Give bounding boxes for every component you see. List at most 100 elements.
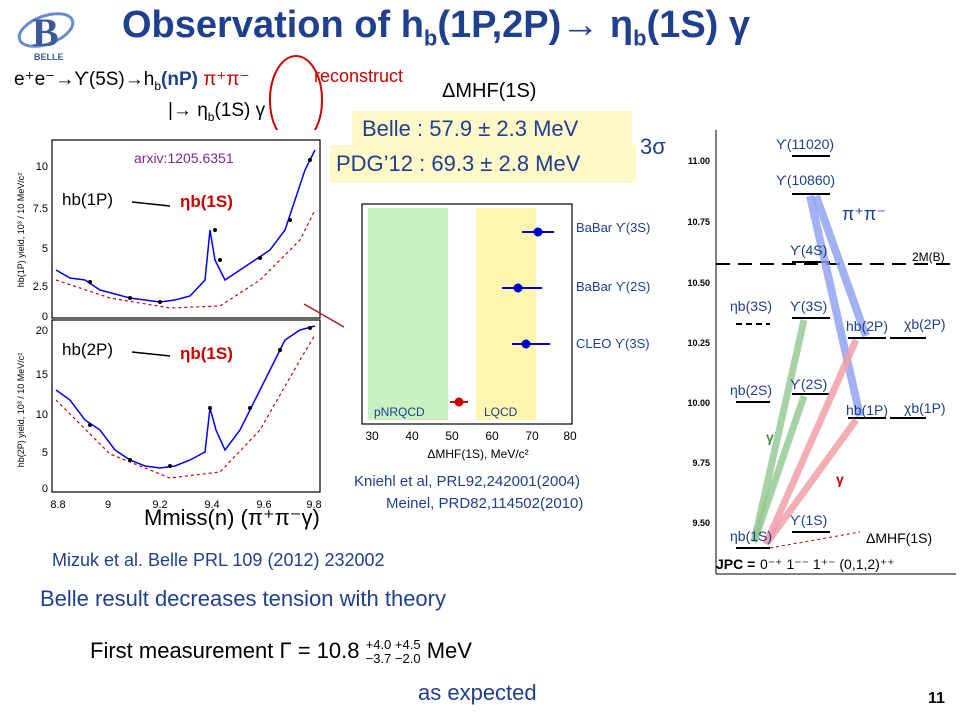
svg-text:0: 0 [42, 311, 48, 323]
pnrqcd-band [368, 208, 448, 420]
svg-text:10.00: 10.00 [687, 398, 710, 408]
svg-text:30: 30 [365, 429, 379, 443]
level-upsilon-11020: ϒ(11020) [776, 136, 835, 152]
bottom-panel-frame [51, 319, 321, 493]
svg-text:40: 40 [405, 429, 419, 443]
pdg-result: PDG’12 : 69.3 ± 2.8 MeV [330, 145, 636, 183]
svg-text:pNRQCD: pNRQCD [374, 405, 425, 419]
gamma-transition-hb1p [763, 417, 859, 547]
svg-text:8.8: 8.8 [50, 499, 65, 511]
bottom-fit-curve [55, 325, 316, 469]
level-upsilon-4s: ϒ(4S) [790, 242, 828, 258]
experiment-points [502, 227, 554, 349]
mizuk-reference: Mizuk et al. Belle PRL 109 (2012) 232002 [52, 550, 385, 570]
level-etab-2s: ηb(2S) [730, 382, 773, 398]
hb2p-label: hb(2P) [62, 340, 114, 359]
jpc-values: 0⁻⁺ 1⁻⁻ 1⁺⁻ (0,1,2)⁺⁺ [760, 556, 895, 572]
hb1p-label: hb(1P) [62, 190, 114, 209]
svg-text:LQCD: LQCD [484, 405, 518, 419]
svg-text:10.75: 10.75 [687, 217, 710, 227]
hyperfine-comparison-plot: pNRQCD LQCD 30 40 50 60 70 80 ΔMHF(1S), … [344, 200, 584, 470]
cleo-3s-label: CLEO ϒ(3S) [576, 336, 650, 351]
bottom-ylabel: hb(2P) yield, 10³ / 10 MeV/c² [16, 353, 26, 468]
logo-text: BELLE [34, 52, 64, 62]
conclusion-text: Belle result decreases tension with theo… [40, 586, 446, 611]
dm-hf-label: ΔMHF(1S) [442, 80, 537, 102]
top-panel-data-points [55, 149, 316, 309]
significance-label: 3σ [640, 134, 666, 159]
top-background-curve [55, 209, 316, 309]
level-etab-1s: ηb(1S) [730, 528, 773, 544]
babar-2s-label: BaBar ϒ(2S) [576, 279, 651, 294]
kniehl-reference: Kniehl et al, PRL92,242001(2004) [354, 473, 580, 490]
svg-text:9.50: 9.50 [692, 518, 710, 528]
top-panel-frame [51, 139, 321, 319]
svg-text:60: 60 [485, 429, 499, 443]
level-upsilon-1s: ϒ(1S) [790, 512, 828, 528]
dm-hf-diagram-label: ΔMHF(1S) [866, 530, 933, 546]
svg-text:5: 5 [42, 447, 48, 459]
svg-text:B: B [32, 10, 59, 55]
svg-text:50: 50 [445, 429, 459, 443]
missing-mass-xlabel: Mmiss(n) (π⁺π⁻γ) [144, 505, 320, 530]
svg-text:10: 10 [36, 161, 48, 173]
level-etab-3s: ηb(3S) [730, 298, 773, 314]
first-measurement: First measurement Γ = 10.8 +4.0 +4.5 −3.… [90, 637, 472, 667]
level-chib-2p: χb(2P) [904, 316, 946, 332]
level-hb-2p: hb(2P) [846, 318, 889, 334]
svg-text:γ: γ [836, 471, 844, 487]
page-number: 11 [928, 690, 945, 707]
level-chib-1p: χb(1P) [904, 400, 946, 416]
etab-1s-label-top: ηb(1S) [180, 192, 233, 211]
level-upsilon-3s: ϒ(3S) [790, 298, 828, 314]
svg-text:9.75: 9.75 [692, 458, 710, 468]
svg-text:5: 5 [42, 243, 48, 255]
pipi-label: π⁺π⁻ [842, 204, 886, 224]
svg-text:2.5: 2.5 [33, 281, 48, 293]
gamma-transition-3s [750, 319, 808, 543]
belle-logo: B BELLE [14, 4, 78, 64]
slide-title: Observation of hb(1P,2P)→ ηb(1S) γ [122, 4, 751, 51]
pipi-transition-2 [806, 195, 864, 417]
meinel-reference: Meinel, PRD82,114502(2010) [386, 495, 584, 512]
bottomonium-level-diagram: 11.00 10.75 10.50 10.25 10.00 9.75 9.50 … [680, 124, 956, 584]
pipi-transition-1 [812, 194, 870, 338]
svg-text:15: 15 [36, 369, 48, 381]
top-fit-curve [55, 149, 316, 303]
jpc-label: JPC = [716, 556, 756, 572]
svg-text:9: 9 [105, 499, 111, 511]
level-upsilon-2s: ϒ(2S) [790, 376, 828, 392]
level-hb-1p: hb(1P) [846, 402, 889, 418]
svg-text:9.8: 9.8 [306, 499, 321, 511]
gamma-transition-hb2p [762, 338, 860, 546]
svg-text:10.50: 10.50 [687, 278, 710, 288]
upper-errors: +4.0 +4.5 [365, 637, 421, 653]
bottom-panel-data-points [55, 325, 316, 479]
lower-errors: −3.7 −2.0 [365, 651, 421, 667]
gamma-transition-2s [750, 394, 808, 544]
svg-text:11.00: 11.00 [688, 156, 710, 166]
comparison-xlabel: ΔMHF(1S), MeV/c² [427, 447, 528, 461]
belle-result: Belle : 57.9 ± 2.3 MeV [352, 111, 632, 147]
svg-text:20: 20 [36, 325, 48, 337]
babar-3s-label: BaBar ϒ(3S) [576, 220, 651, 235]
svg-text:10: 10 [36, 409, 48, 421]
top-ylabel: hb(1P) yield, 10³ / 10 MeV/c² [16, 173, 26, 288]
svg-text:10.25: 10.25 [687, 338, 710, 348]
bb-threshold-label: 2M(B) [912, 250, 945, 264]
svg-text:7.5: 7.5 [33, 203, 48, 215]
svg-text:9.6: 9.6 [256, 499, 271, 511]
as-expected-text: as expected [418, 680, 537, 705]
etab-1s-label-bottom: ηb(1S) [180, 344, 233, 363]
svg-text:70: 70 [525, 429, 539, 443]
reconstruct-label: reconstruct [314, 66, 404, 86]
svg-text:0: 0 [42, 483, 48, 495]
arxiv-reference: arxiv:1205.6351 [134, 150, 234, 166]
reaction-line-2: |→ ηb(1S) γ [168, 100, 266, 124]
level-upsilon-10860: ϒ(10860) [776, 172, 836, 188]
svg-text:γ: γ [766, 429, 774, 445]
belle-point [450, 397, 468, 407]
svg-text:9.4: 9.4 [204, 499, 219, 511]
svg-text:80: 80 [563, 429, 577, 443]
svg-text:9.2: 9.2 [152, 499, 167, 511]
